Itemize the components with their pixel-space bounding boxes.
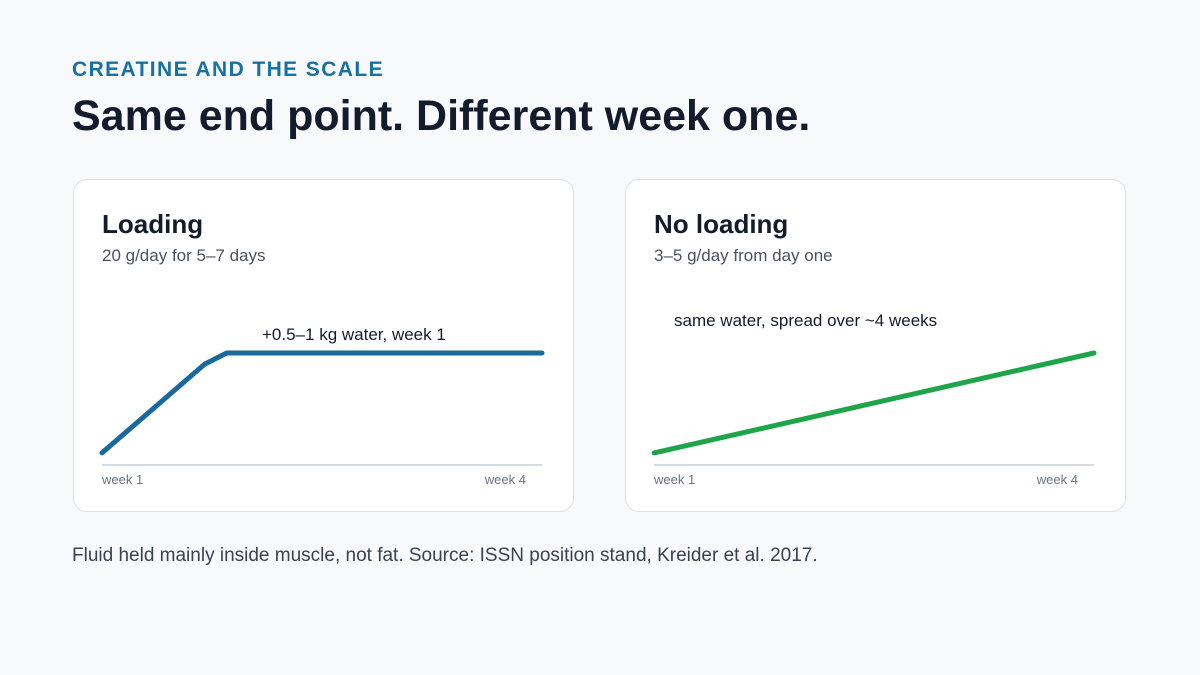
card-title: No loading (654, 209, 789, 239)
x-tick-label-start: week 1 (653, 472, 695, 487)
eyebrow-label: CREATINE AND THE SCALE (72, 58, 384, 81)
x-tick-label-end: week 4 (484, 472, 526, 487)
page-title: Same end point. Different week one. (72, 92, 811, 140)
source-footnote: Fluid held mainly inside muscle, not fat… (72, 545, 818, 566)
chart-annotation: +0.5–1 kg water, week 1 (262, 325, 446, 344)
no-loading-card: No loading 3–5 g/day from day one same w… (625, 179, 1126, 512)
loading-card: Loading 20 g/day for 5–7 days +0.5–1 kg … (73, 179, 574, 512)
chart-annotation: same water, spread over ~4 weeks (674, 311, 937, 330)
loading-chart: +0.5–1 kg water, week 1 week 1 week 4 (99, 325, 545, 487)
x-tick-label-end: week 4 (1036, 472, 1078, 487)
card-subtitle: 20 g/day for 5–7 days (102, 246, 266, 265)
x-tick-label-start: week 1 (101, 472, 143, 487)
no-loading-chart: same water, spread over ~4 weeks week 1 … (651, 311, 1097, 487)
no-loading-series-line (651, 350, 1097, 456)
loading-series-line (99, 350, 545, 456)
card-subtitle: 3–5 g/day from day one (654, 246, 833, 265)
card-title: Loading (102, 209, 204, 239)
